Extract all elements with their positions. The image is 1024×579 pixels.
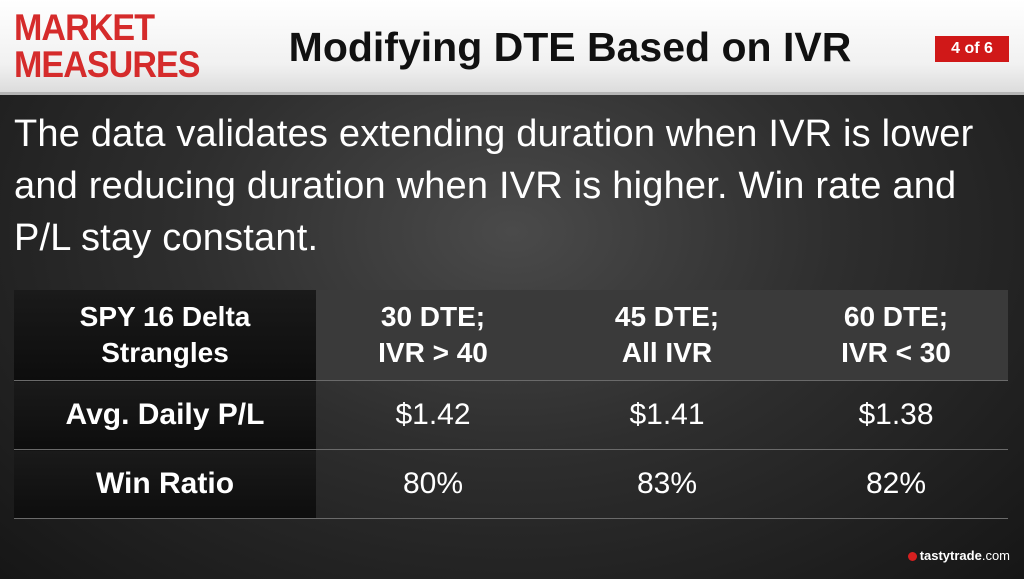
column-header-60-dte: 60 DTE; IVR < 30 [784, 290, 1008, 381]
results-table: SPY 16 Delta Strangles 30 DTE; IVR > 40 … [14, 290, 1008, 519]
page-indicator-badge: 4 of 6 [935, 36, 1009, 62]
logo-line-2: MEASURES [14, 44, 200, 85]
table-cell: 82% [784, 449, 1008, 519]
table-header-row: SPY 16 Delta Strangles 30 DTE; IVR > 40 … [14, 290, 1008, 381]
column-header-45-dte: 45 DTE; All IVR [550, 290, 784, 381]
market-measures-logo: MARKET MEASURES [14, 9, 200, 83]
table-row: Win Ratio 80% 83% 82% [14, 449, 1008, 519]
cherry-icon [907, 552, 917, 562]
brand-suffix: .com [981, 548, 1010, 563]
table-corner-label: SPY 16 Delta Strangles [14, 290, 316, 381]
table-cell: $1.42 [316, 380, 550, 450]
column-header-line-1: 45 DTE; [614, 301, 720, 332]
column-header-line-1: 30 DTE; [380, 301, 486, 332]
row-label: Win Ratio [14, 449, 316, 519]
column-header-30-dte: 30 DTE; IVR > 40 [316, 290, 550, 381]
slide-title: Modifying DTE Based on IVR [288, 24, 852, 70]
corner-label-line-2: Strangles [101, 337, 229, 368]
table-cell: $1.38 [784, 380, 1008, 450]
slide-body-text: The data validates extending duration wh… [14, 113, 974, 259]
slide-header: MARKET MEASURES Modifying DTE Based on I… [0, 0, 1024, 95]
table-row: Avg. Daily P/L $1.42 $1.41 $1.38 [14, 380, 1008, 450]
table-cell: 80% [316, 449, 550, 519]
column-header-line-2: IVR > 40 [378, 337, 488, 368]
column-header-line-2: IVR < 30 [841, 337, 951, 368]
tastytrade-logo: tastytrade.com [907, 548, 1010, 563]
table-cell: $1.41 [550, 380, 784, 450]
logo-line-1: MARKET [14, 7, 155, 48]
column-header-line-1: 60 DTE; [843, 301, 949, 332]
table-cell: 83% [550, 449, 784, 519]
brand-name: tastytrade [919, 548, 982, 563]
row-label: Avg. Daily P/L [14, 380, 316, 450]
corner-label-line-1: SPY 16 Delta [79, 301, 251, 332]
column-header-line-2: All IVR [621, 337, 713, 368]
